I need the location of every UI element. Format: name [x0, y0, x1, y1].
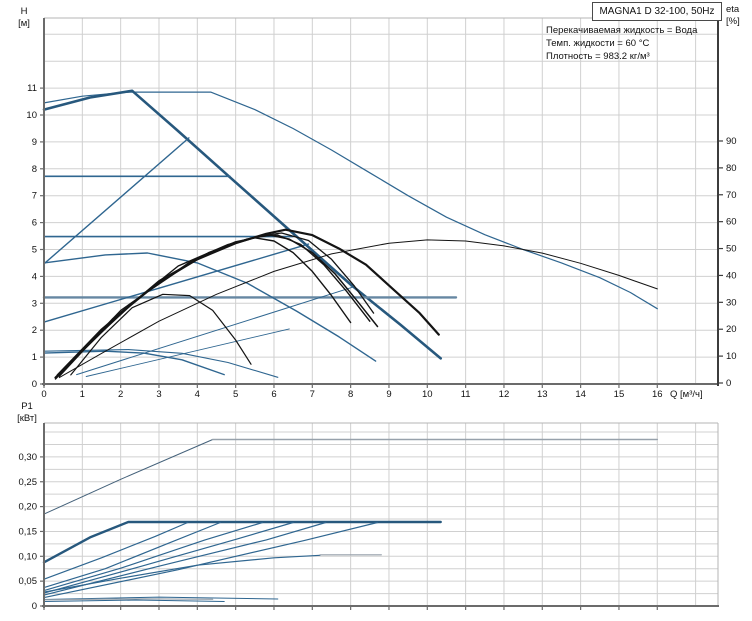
y-tick-label: 2 — [32, 325, 37, 336]
hq-chart: 0 1 2 3 4 5 6 7 8 9 10 11 12 13 14 15 160123456789101101… — [26, 17, 737, 400]
y-tick-label: 0,05 — [19, 576, 38, 587]
p1-curve-3 — [43, 521, 264, 592]
x-tick-label: 2 — [118, 389, 123, 400]
pump-model-title: MAGNA1 D 32-100, 50Hz — [592, 2, 722, 21]
pp-curve-low-2 — [85, 328, 290, 377]
y2-tick-label: 80 — [726, 163, 737, 174]
q-axis-label: Q [м³/ч] — [670, 389, 703, 400]
p1-curve-1 — [43, 521, 189, 580]
y-tick-label: 4 — [32, 271, 37, 282]
p1-max-parallel-rise — [43, 439, 214, 515]
p1-chart: 0 0,05 0,10 0,15 0,20 0,25 0,30 — [19, 422, 719, 612]
h-axis-unit-label: H [м] — [8, 6, 40, 30]
x-tick-label: 5 — [233, 389, 238, 400]
p1-min-2 — [43, 596, 279, 600]
qh-speed-mid — [43, 252, 377, 362]
x-tick-label: 12 — [499, 389, 510, 400]
x-tick-label: 7 — [310, 389, 315, 400]
p1-axis-symbol: P1 — [21, 401, 33, 412]
eta-axis-unit: [%] — [726, 16, 740, 27]
y-tick-label: 5 — [32, 245, 37, 256]
eta-max-parallel — [58, 239, 658, 379]
p1-curve-6 — [43, 521, 379, 599]
x-tick-label: 4 — [195, 389, 200, 400]
y2-tick-label: 90 — [726, 136, 737, 147]
qh-max-single — [42, 89, 443, 360]
x-tick-label: 6 — [271, 389, 276, 400]
eta-axis-symbol: eta — [726, 4, 740, 15]
qh-min-parallel — [43, 349, 279, 378]
x-tick-label: 8 — [348, 389, 353, 400]
y2-tick-label: 0 — [726, 378, 731, 389]
pp-curve-low — [76, 286, 354, 376]
y-tick-label: 0,15 — [19, 526, 38, 537]
y-tick-label: 6 — [32, 218, 37, 229]
y-tick-label: 11 — [27, 83, 37, 94]
x-tick-label: 16 — [652, 389, 663, 400]
y-tick-label: 0,20 — [19, 502, 38, 513]
x-tick-label: 13 — [537, 389, 548, 400]
y2-tick-label: 30 — [726, 297, 737, 308]
info-line-fluid: Перекачиваемая жидкость = Вода — [546, 25, 698, 36]
y2-tick-label: 10 — [726, 351, 737, 362]
y-tick-label: 10 — [26, 110, 37, 121]
y-tick-label: 0 — [32, 601, 37, 612]
y2-tick-label: 70 — [726, 190, 737, 201]
x-tick-label: 9 — [386, 389, 391, 400]
pp-curve-mid — [43, 243, 310, 323]
p1-min-1 — [43, 599, 225, 603]
p1-min-flat — [43, 598, 214, 601]
h-axis-symbol: H — [20, 6, 28, 17]
info-line-density: Плотность = 983.2 кг/м³ — [546, 51, 650, 62]
y-tick-label: 3 — [32, 298, 37, 309]
y2-tick-label: 60 — [726, 217, 737, 228]
y-tick-label: 9 — [32, 137, 37, 148]
info-line-temperature: Темп. жидкости = 60 °C — [546, 38, 650, 49]
pp-curve-high — [43, 137, 190, 265]
p1-speed-mid — [43, 554, 321, 593]
p1-curve-2 — [43, 521, 221, 589]
eta-curve-6 — [60, 232, 375, 373]
eta-min — [70, 293, 252, 376]
qh-max-parallel — [43, 91, 658, 310]
y-tick-label: 0,30 — [19, 452, 38, 463]
x-tick-label: 3 — [156, 389, 161, 400]
x-tick-label: 11 — [461, 389, 471, 400]
x-tick-label: 15 — [614, 389, 625, 400]
p1-axis-unit: [кВт] — [17, 413, 37, 424]
y-tick-label: 7 — [32, 191, 37, 202]
y-tick-label: 1 — [32, 352, 37, 363]
y2-tick-label: 50 — [726, 244, 737, 255]
x-tick-label: 14 — [575, 389, 586, 400]
y-tick-label: 8 — [32, 164, 37, 175]
y-tick-label: 0 — [32, 379, 37, 390]
p1-max-single — [42, 520, 442, 564]
p1-curve-4 — [43, 521, 294, 594]
x-tick-label: 1 — [80, 389, 85, 400]
y2-tick-label: 20 — [726, 324, 737, 335]
p1-curve-5 — [43, 521, 327, 596]
eta-axis-unit-label: eta [%] — [726, 4, 740, 28]
x-tick-label: 0 — [41, 389, 46, 400]
fluid-info-block: Перекачиваемая жидкость = Вода Темп. жид… — [546, 24, 697, 63]
h-axis-unit: [м] — [18, 18, 30, 29]
x-tick-label: 10 — [422, 389, 433, 400]
y-tick-label: 0,25 — [19, 477, 38, 488]
p1-axis-unit-label: P1 [кВт] — [10, 401, 44, 425]
y-tick-label: 0,10 — [19, 551, 38, 562]
y2-tick-label: 40 — [726, 270, 737, 281]
eta-curve-3 — [56, 234, 379, 376]
